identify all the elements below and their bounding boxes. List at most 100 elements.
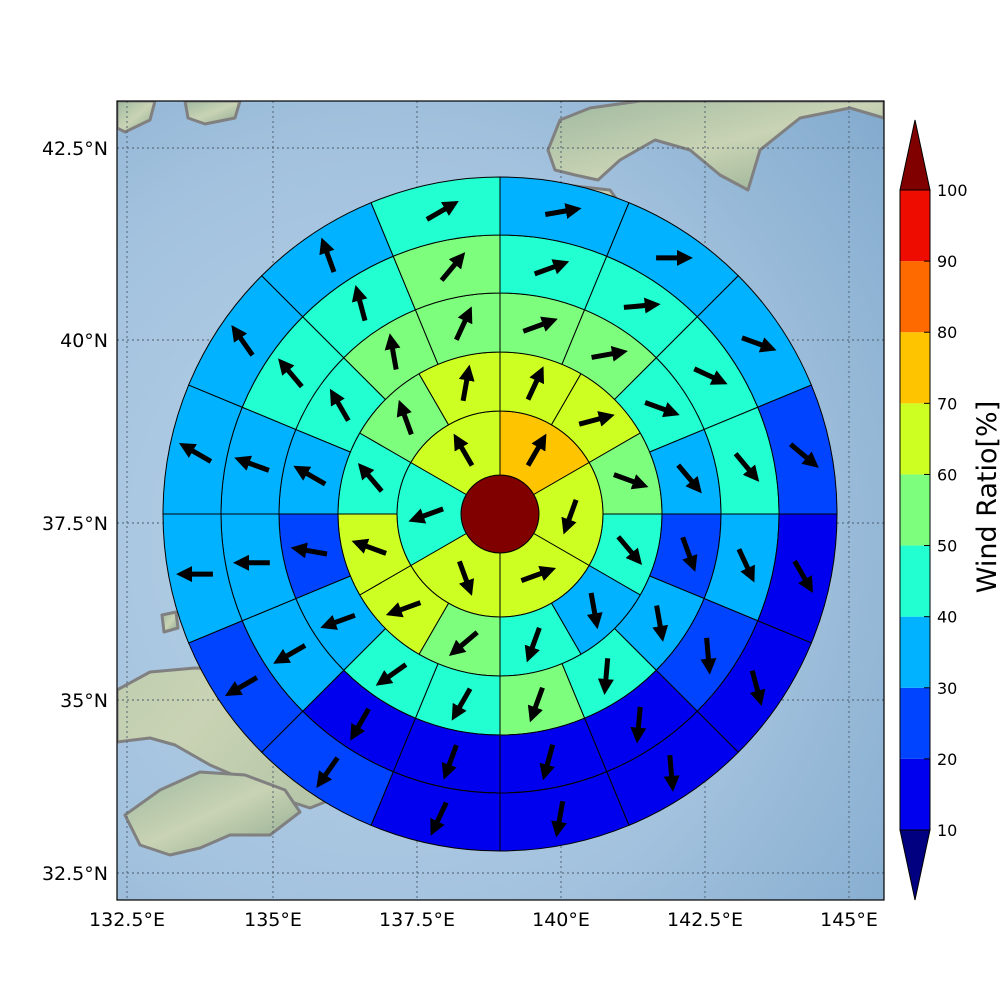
- colorbar-bin: [900, 190, 930, 262]
- colorbar-bin: [900, 403, 930, 475]
- wind-direction-arrows: [176, 201, 819, 838]
- colorbar-tick-label: 40: [937, 608, 957, 627]
- land-shikoku: [123, 770, 302, 857]
- wind-arrow: [676, 463, 702, 494]
- wind-arrow: [788, 442, 819, 468]
- colorbar-bin: [900, 474, 930, 546]
- colorbar-tick-label: 60: [937, 465, 957, 484]
- wind-arrow: [396, 399, 414, 436]
- wind-arrow: [591, 345, 628, 362]
- wind-arrow: [320, 612, 356, 630]
- wind-arrow: [451, 687, 473, 721]
- map-frame: [116, 100, 885, 901]
- wind-arrow: [449, 630, 479, 657]
- wind-arrow: [741, 335, 777, 353]
- basemap: [117, 101, 884, 900]
- wind-arrow: [561, 499, 579, 535]
- wind-arrow: [630, 706, 647, 744]
- colorbar-tick-label: 50: [937, 537, 957, 556]
- wind-arrow: [597, 658, 614, 695]
- colorbar-under-triangle: [899, 829, 931, 901]
- wind-arrow: [385, 600, 422, 618]
- wind-arrow: [351, 285, 368, 322]
- land-hokkaido: [546, 101, 884, 192]
- colorbar-bin: [900, 545, 930, 617]
- wind-arrow: [454, 306, 473, 341]
- wind-arrow: [524, 627, 542, 663]
- wind-arrow: [225, 675, 259, 696]
- wind-arrow: [231, 325, 255, 357]
- wind-arrow: [441, 744, 459, 780]
- wind-arrow: [544, 203, 582, 219]
- wind-arrow: [736, 548, 755, 583]
- colorbar-over-triangle: [899, 119, 931, 191]
- wind-arrow: [578, 411, 615, 427]
- wind-arrow: [733, 452, 760, 482]
- wind-arrow: [453, 433, 475, 467]
- lat-tick-label: 35°N: [60, 690, 108, 712]
- wind-arrow: [293, 465, 327, 487]
- wind-arrow: [700, 637, 717, 675]
- wind-arrow: [533, 259, 570, 277]
- colorbar-bin: [900, 332, 930, 404]
- wind-arrow: [539, 744, 556, 781]
- colorbar-bins: [900, 190, 930, 830]
- wind-arrow: [350, 707, 371, 741]
- colorbar-bin: [900, 261, 930, 333]
- wind-arrow: [384, 333, 401, 370]
- wind-arrow: [357, 463, 384, 493]
- lon-tick-label: 135°E: [244, 909, 302, 931]
- wind-arrow: [179, 443, 213, 464]
- wind-arrow: [749, 669, 766, 707]
- wind-arrow: [458, 364, 475, 402]
- colorbar-tick-label: 100: [937, 181, 968, 200]
- wind-arrow: [525, 366, 545, 401]
- colorbar-tick-label: 70: [937, 394, 957, 413]
- lon-tick-label: 132.5°E: [89, 909, 165, 931]
- wind-arrow: [278, 358, 304, 389]
- colorbar-tick-label: 10: [937, 821, 957, 840]
- wind-arrow: [613, 472, 649, 490]
- wind-arrow: [375, 662, 408, 686]
- colorbar-tick-label: 20: [937, 750, 957, 769]
- wind-arrow: [457, 560, 475, 596]
- colorbar-tick-label: 30: [937, 679, 957, 698]
- colorbar-bin: [900, 687, 930, 759]
- wind-arrow: [425, 201, 459, 222]
- latitude-axis: 42.5°N 40°N 37.5°N 35°N 32.5°N: [42, 138, 108, 885]
- wind-arrow: [439, 252, 466, 282]
- wind-arrow: [290, 542, 328, 559]
- wind-arrow: [522, 316, 558, 334]
- colorbar-frame: [899, 189, 931, 831]
- wind-arrow: [644, 400, 680, 418]
- colorbar: 10 20 30 40 50 60 70 80 90 100 Wind Ratio[%]: [899, 119, 1000, 901]
- lat-tick-label: 40°N: [60, 330, 108, 352]
- wind-arrow: [663, 754, 680, 792]
- lon-tick-label: 137.5°E: [379, 909, 455, 931]
- colorbar-label: Wind Ratio[%]: [972, 401, 1000, 593]
- colorbar-tick-label: 80: [937, 323, 957, 342]
- wind-arrow: [319, 237, 337, 273]
- wind-arrow: [792, 559, 813, 593]
- wind-arrow: [652, 605, 669, 642]
- wind-arrow: [430, 801, 449, 836]
- colorbar-bin: [900, 616, 930, 688]
- lat-tick-label: 32.5°N: [42, 863, 108, 885]
- lat-tick-label: 42.5°N: [42, 138, 108, 160]
- land-oki: [160, 610, 180, 634]
- wind-arrow: [520, 565, 557, 583]
- wind-arrow: [525, 433, 547, 467]
- colorbar-ticks: 10 20 30 40 50 60 70 80 90 100: [924, 181, 968, 840]
- wind-arrow: [234, 455, 270, 473]
- wind-arrow: [616, 535, 643, 565]
- lat-tick-label: 37.5°N: [42, 513, 108, 535]
- wind-arrow: [408, 506, 444, 524]
- lon-tick-label: 145°E: [820, 909, 878, 931]
- wind-arrow: [623, 297, 661, 314]
- wind-arrow: [551, 800, 567, 838]
- wind-arrow: [680, 536, 698, 572]
- wind-arrow: [693, 366, 728, 385]
- wind-arrow: [527, 686, 545, 723]
- longitude-axis: 132.5°E 135°E 137.5°E 140°E 142.5°E 145°…: [89, 909, 878, 931]
